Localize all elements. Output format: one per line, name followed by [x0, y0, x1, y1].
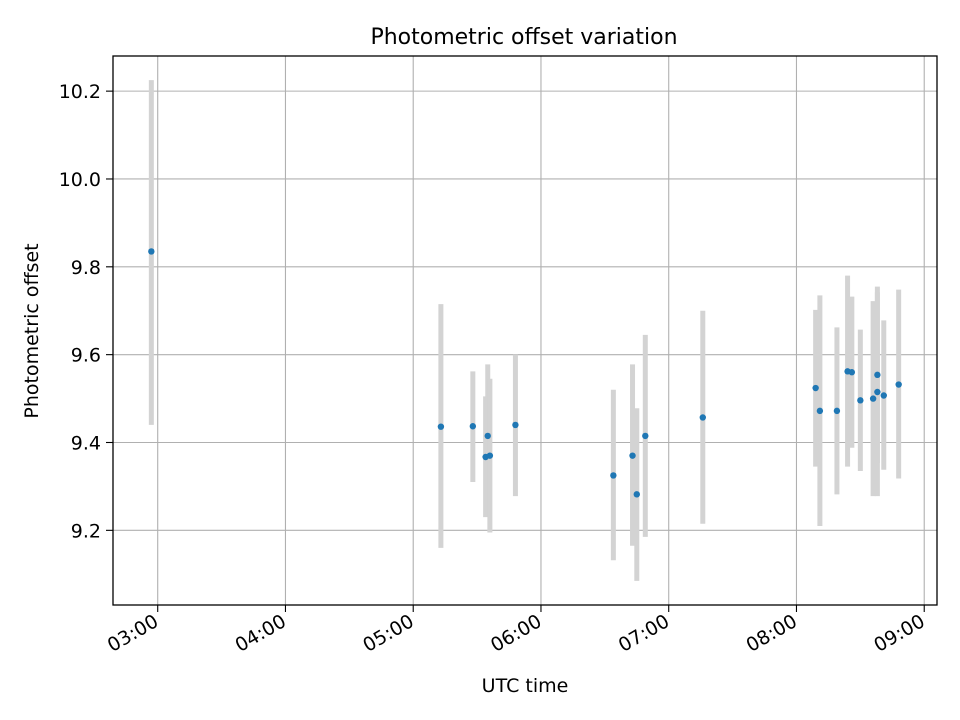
data-point	[610, 472, 617, 479]
data-point	[512, 421, 519, 429]
data-point	[812, 384, 819, 392]
data-point	[880, 392, 887, 399]
y-tick-label: 9.4	[71, 432, 101, 454]
data-point	[642, 432, 649, 440]
data-point	[469, 423, 477, 430]
y-axis-label: Photometric offset	[21, 243, 43, 418]
y-tick-label: 9.6	[71, 345, 101, 367]
plot-frame	[112, 55, 938, 606]
y-tick-label: 10.0	[59, 169, 101, 191]
y-tick-label: 9.8	[71, 257, 101, 279]
data-point	[895, 381, 902, 388]
y-tick-label: 10.2	[59, 81, 101, 103]
chart-title: Photometric offset variation	[370, 25, 677, 50]
data-point	[874, 371, 881, 379]
data-point	[484, 432, 491, 440]
y-axis: 9.2 9.4 9.6 9.8 10.0 10.2	[59, 81, 113, 542]
point-layer	[148, 248, 902, 498]
data-point	[148, 248, 155, 255]
y-tick-label: 9.2	[71, 520, 101, 542]
x-axis-label: UTC time	[482, 675, 569, 697]
data-point	[869, 395, 877, 402]
data-point	[816, 407, 824, 415]
data-point	[437, 423, 445, 430]
data-point	[848, 369, 856, 376]
data-point	[633, 491, 640, 498]
data-point	[833, 407, 841, 415]
data-point	[857, 397, 864, 404]
data-point	[699, 414, 706, 421]
data-point	[874, 388, 881, 396]
data-point	[486, 452, 494, 459]
grid-layer	[113, 56, 937, 605]
data-point	[629, 452, 636, 459]
